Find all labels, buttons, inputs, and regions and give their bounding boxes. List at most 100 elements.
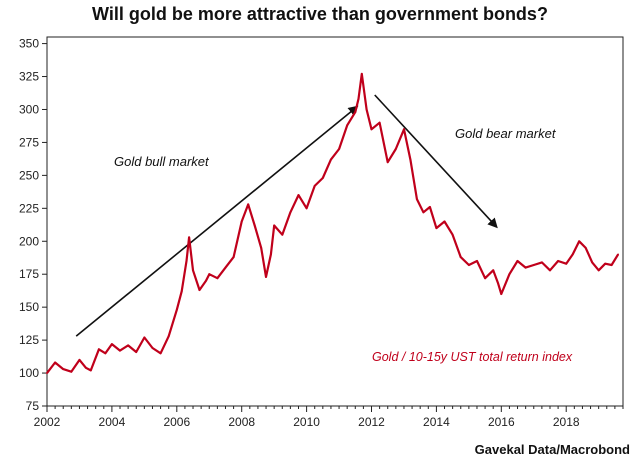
data-point: [565, 262, 568, 265]
series-group: [46, 72, 620, 374]
data-point: [597, 269, 600, 272]
data-point: [321, 177, 324, 179]
data-point: [54, 361, 56, 364]
data-point: [370, 128, 373, 131]
source-label: Gavekal Data/Macrobond: [474, 442, 630, 457]
data-point: [578, 240, 581, 243]
y-tick-label: 150: [19, 300, 39, 314]
trend-arrow: [75, 105, 359, 337]
data-point: [571, 253, 574, 256]
data-point: [260, 247, 263, 249]
data-point: [46, 372, 48, 374]
data-point: [313, 185, 316, 187]
data-point: [516, 260, 519, 262]
data-point: [180, 290, 183, 293]
data-point: [297, 194, 300, 197]
data-point: [549, 269, 551, 272]
data-point: [386, 161, 389, 164]
data-point: [378, 121, 381, 124]
y-axis: 75 100 125 150 175 200 225 250 275 300 325 350: [19, 37, 47, 413]
data-point: [78, 359, 81, 361]
data-point: [98, 348, 100, 351]
data-point: [584, 247, 587, 249]
data-point: [394, 148, 397, 150]
y-tick-label: 350: [19, 37, 39, 51]
data-point: [273, 224, 276, 227]
data-point: [346, 124, 349, 127]
data-point: [89, 369, 92, 372]
y-tick-label: 75: [26, 399, 40, 413]
x-tick-label: 2018: [553, 415, 580, 429]
data-point: [416, 198, 418, 201]
data-point: [422, 211, 425, 214]
x-tick-label: 2010: [293, 415, 320, 429]
data-point: [591, 261, 594, 264]
data-point: [198, 289, 201, 291]
chart-title: Will gold be more attractive than govern…: [92, 4, 548, 24]
annotation-bull-market: Gold bull market: [114, 154, 210, 169]
data-point: [151, 347, 154, 349]
data-point: [281, 233, 284, 236]
annotation-bear-market: Gold bear market: [455, 126, 557, 141]
data-point: [247, 203, 250, 206]
data-point: [409, 158, 412, 161]
data-point: [159, 352, 162, 355]
y-tick-label: 300: [19, 102, 39, 116]
data-point: [224, 266, 227, 269]
data-point: [253, 224, 256, 227]
data-point: [435, 227, 438, 230]
y-tick-label: 275: [19, 135, 39, 149]
series-line: [46, 72, 620, 374]
data-point: [500, 293, 503, 295]
data-point: [508, 273, 511, 276]
data-point: [497, 282, 499, 285]
x-axis: 2002 2004 2006 2008 2010 2012 2014 2016 2018: [34, 406, 624, 429]
y-tick-label: 250: [19, 168, 39, 182]
data-point: [459, 256, 462, 258]
trend-arrow: [374, 94, 498, 229]
data-point: [70, 370, 73, 373]
x-tick-label: 2016: [488, 415, 515, 429]
data-point: [208, 273, 211, 276]
x-tick-label: 2008: [228, 415, 255, 429]
data-point: [532, 264, 535, 266]
y-tick-label: 225: [19, 201, 39, 215]
data-point: [403, 128, 405, 131]
data-point: [610, 264, 613, 266]
x-tick-label: 2002: [34, 415, 61, 429]
data-point: [360, 73, 363, 75]
data-point: [524, 266, 527, 269]
trend-arrows: [75, 94, 498, 337]
data-point: [289, 211, 292, 214]
data-point: [192, 269, 194, 272]
data-point: [205, 279, 207, 282]
data-point: [476, 260, 478, 262]
data-point: [265, 276, 267, 278]
data-point: [119, 349, 121, 352]
data-point: [357, 98, 360, 100]
y-tick-label: 325: [19, 70, 39, 84]
data-point: [338, 148, 340, 150]
data-point: [167, 335, 170, 338]
data-point: [492, 269, 495, 272]
y-tick-label: 175: [19, 267, 39, 281]
data-point: [216, 277, 219, 280]
data-point: [305, 207, 308, 210]
data-point: [188, 236, 191, 239]
data-point: [185, 260, 188, 262]
data-point: [240, 220, 243, 223]
data-point: [443, 220, 446, 223]
data-point: [104, 352, 107, 355]
data-point: [429, 206, 431, 208]
x-tick-label: 2014: [423, 415, 450, 429]
data-point: [541, 261, 543, 264]
data-point: [330, 158, 332, 161]
y-tick-label: 100: [19, 366, 39, 380]
data-point: [175, 308, 178, 311]
plot-frame: [46, 36, 624, 407]
data-point: [354, 111, 357, 113]
data-point: [468, 264, 470, 266]
x-tick-label: 2006: [163, 415, 190, 429]
x-tick-label: 2004: [99, 415, 126, 429]
